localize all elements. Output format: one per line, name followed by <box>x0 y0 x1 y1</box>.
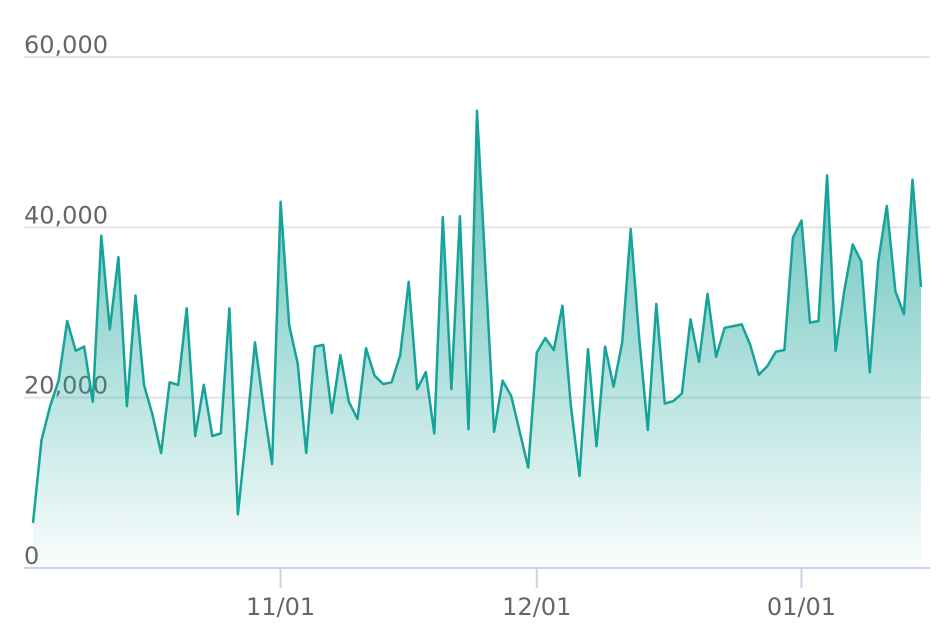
x-tick-label: 11/01 <box>246 593 315 621</box>
area-fill <box>33 110 921 568</box>
x-tick-label: 01/01 <box>767 593 836 621</box>
y-tick-label: 40,000 <box>24 201 108 229</box>
y-tick-label: 60,000 <box>24 31 108 59</box>
x-tick-label: 12/01 <box>502 593 571 621</box>
line <box>31 109 923 524</box>
